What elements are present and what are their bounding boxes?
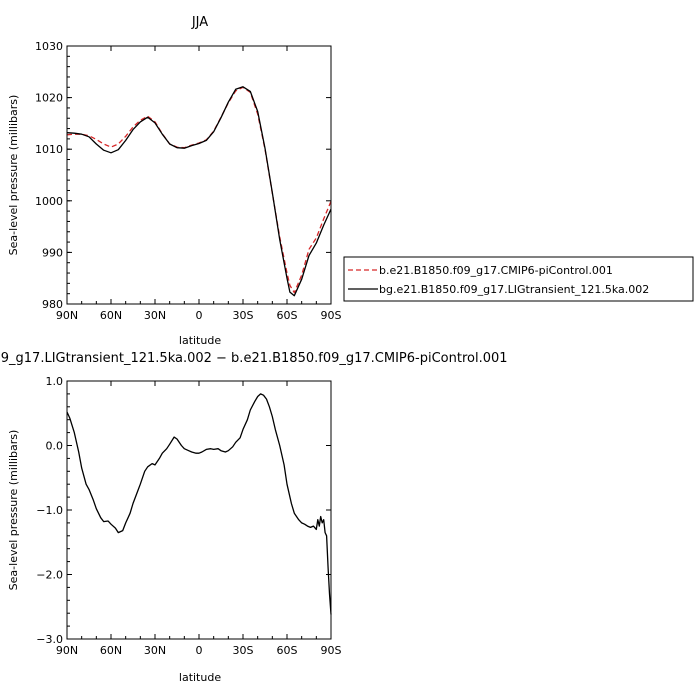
top-axis-ticks: 90N 60N 30N 0 30S 60S 90S 980 990 1000 1010 1020 103… [35,40,342,322]
top-x-tick-label: 90S [321,309,342,322]
bottom-x-tick-label: 30N [144,644,166,657]
top-x-tick-label: 30N [144,309,166,322]
top-y-tick-label: 980 [42,298,63,311]
bottom-series-line-0 [66,393,332,615]
bottom-x-tick-label: 60N [100,644,122,657]
top-x-tick-label: 60N [100,309,122,322]
bottom-x-tick-label: 90N [56,644,78,657]
legend-label-ligtransient: bg.e21.B1850.f09_g17.LIGtransient_121.5k… [379,283,649,296]
top-series-line-1 [66,86,332,297]
top-series-line-0 [66,86,332,294]
bottom-panel: bg.e21.B1850.f09_g17.LIGtransient_121.5k… [0,351,508,684]
top-y-tick-label: 1030 [35,40,63,53]
legend-box [343,256,694,302]
top-panel: JJA Sea-level pressure (millibars) 90N 60… [7,15,694,322]
bottom-plot-title: bg.e21.B1850.f09_g17.LIGtransient_121.5k… [0,351,508,366]
bottom-x-axis-label: latitude [179,671,221,684]
bottom-x-tick-label: 90S [321,644,342,657]
top-y-tick-label: 1020 [35,92,63,105]
bottom-y-tick-label: 0.0 [46,440,64,453]
top-series-lines [66,86,332,297]
bottom-x-tick-label: 60S [277,644,298,657]
top-x-tick-label: 90N [56,309,78,322]
top-y-axis-label: Sea-level pressure (millibars) [7,95,20,256]
bottom-y-tick-label: −1.0 [36,504,63,517]
top-x-axis-label: latitude [179,334,221,347]
bottom-y-tick-label: −2.0 [36,569,63,582]
top-y-tick-label: 990 [42,246,63,259]
bottom-x-tick-label: 0 [196,644,203,657]
bottom-y-tick-label: 1.0 [46,375,64,388]
legend: b.e21.B1850.f09_g17.CMIP6-piControl.001 … [343,256,694,302]
legend-label-picontrol: b.e21.B1850.f09_g17.CMIP6-piControl.001 [379,264,613,277]
top-x-tick-label: 60S [277,309,298,322]
top-y-tick-label: 1010 [35,143,63,156]
bottom-y-axis-label: Sea-level pressure (millibars) [7,430,20,591]
bottom-y-tick-label: −3.0 [36,633,63,646]
top-x-tick-label: 30S [233,309,254,322]
top-plot-frame [66,45,332,305]
top-plot-title: JJA [191,15,208,30]
bottom-plot-frame [66,380,332,640]
bottom-x-tick-label: 30S [233,644,254,657]
top-x-tick-label: 0 [196,309,203,322]
top-y-tick-label: 1000 [35,195,63,208]
bottom-series-lines [66,393,332,615]
